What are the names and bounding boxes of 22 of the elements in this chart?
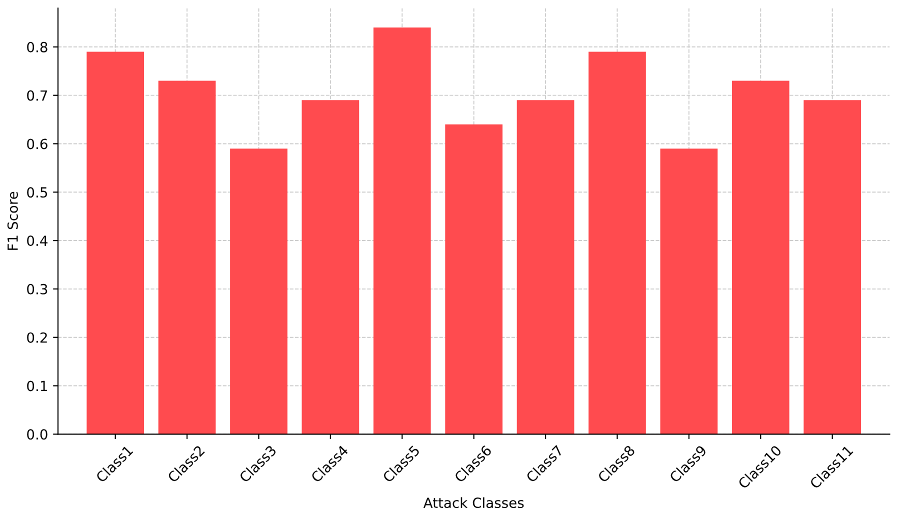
y-tick-label: 0.6: [27, 138, 48, 150]
y-tick-label: 0.4: [27, 236, 48, 246]
bar: [158, 80, 216, 434]
y-tick-label: 0.2: [27, 332, 47, 343]
bar: [516, 100, 574, 434]
y-tick-label: 0.3: [27, 284, 48, 294]
bar: [445, 124, 503, 434]
x-axis-title: Attack Classes: [423, 497, 524, 508]
bar: [804, 100, 862, 434]
bar: [373, 28, 431, 434]
bar: [302, 100, 360, 434]
bar: [588, 52, 646, 434]
y-tick-label: 0.8: [27, 42, 48, 52]
y-tick-label: 0.0: [27, 429, 48, 440]
bar: [86, 52, 144, 434]
bar: [230, 148, 288, 434]
y-tick-label: 0.7: [27, 90, 48, 101]
y-tick-label: 0.5: [27, 187, 48, 198]
y-axis-title: F1 Score: [7, 192, 18, 250]
y-tick-label: 0.1: [27, 380, 47, 392]
bar: [660, 148, 718, 434]
bar: [732, 80, 790, 434]
